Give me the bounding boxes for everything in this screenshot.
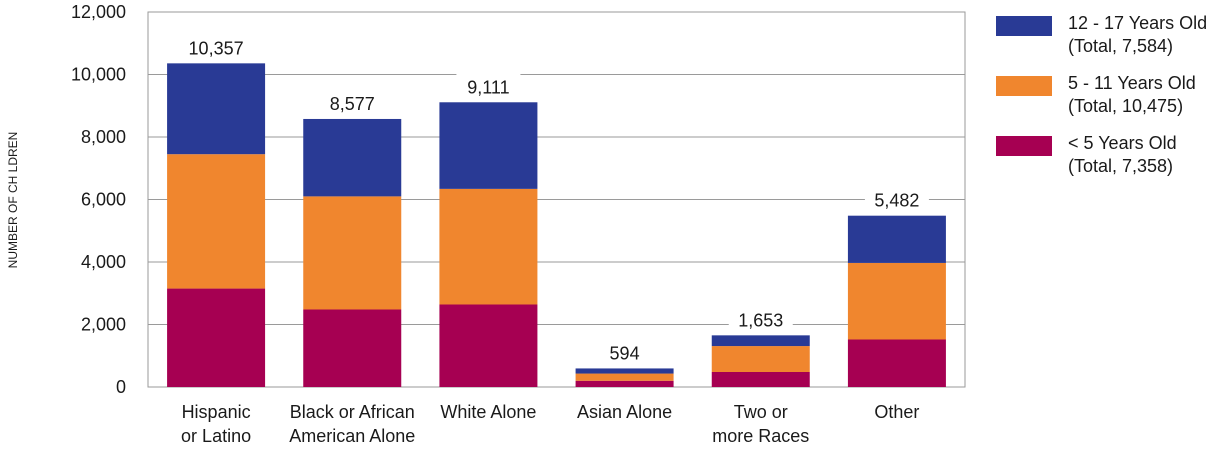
bar-segment xyxy=(575,368,674,374)
total-label: 594 xyxy=(610,343,640,363)
x-category-label: Asian Alone xyxy=(577,402,672,422)
legend-series-total: (Total, 10,475) xyxy=(1068,96,1184,116)
total-label-bg xyxy=(864,185,929,212)
total-label: 1,653 xyxy=(738,310,783,330)
y-axis-label: NUMBER OF CH LDREN xyxy=(6,132,20,269)
bar-segment xyxy=(575,373,674,381)
y-tick-label: 6,000 xyxy=(81,190,126,210)
y-axis-ticks: 0 2,000 4,000 6,000 8,000 10,000 12,000 xyxy=(71,2,126,397)
legend: 12 - 17 Years Old (Total, 7,584) 5 - 11 Ye… xyxy=(996,12,1228,192)
y-tick-label: 0 xyxy=(116,377,126,397)
legend-swatch xyxy=(996,76,1052,96)
legend-series-total: (Total, 7,358) xyxy=(1068,156,1174,176)
legend-label: < 5 Years Old (Total, 7,358) xyxy=(1068,132,1177,178)
total-label-bg xyxy=(728,305,793,332)
bar-segment xyxy=(711,372,810,387)
total-labels: 10,357 8,577 9,111 594 1,653 5,482 xyxy=(179,33,929,365)
x-category-label: White Alone xyxy=(440,402,536,422)
y-tick-label: 12,000 xyxy=(71,2,126,22)
bar-segment xyxy=(711,335,810,347)
y-tick-label: 10,000 xyxy=(71,65,126,85)
legend-series-name: < 5 Years Old xyxy=(1068,133,1177,153)
total-label: 8,577 xyxy=(330,94,375,114)
x-category-label: Hispanic xyxy=(182,402,251,422)
x-category-label: Black or African xyxy=(290,402,415,422)
gridlines xyxy=(148,74,965,325)
legend-swatch xyxy=(996,16,1052,36)
x-category-label: Other xyxy=(874,402,919,422)
bar-segment xyxy=(847,215,946,263)
legend-label: 12 - 17 Years Old (Total, 7,584) xyxy=(1068,12,1207,58)
bar-segment xyxy=(167,288,266,387)
x-category-label: Two or xyxy=(734,402,788,422)
legend-item: 12 - 17 Years Old (Total, 7,584) xyxy=(996,12,1228,72)
total-label-bg xyxy=(456,72,521,99)
bar-segment xyxy=(303,196,402,310)
bar-segment xyxy=(711,346,810,372)
legend-item: 5 - 11 Years Old (Total, 10,475) xyxy=(996,72,1228,132)
bar-segment xyxy=(439,188,538,305)
total-label-bg xyxy=(320,88,385,115)
legend-item: < 5 Years Old (Total, 7,358) xyxy=(996,132,1228,192)
bar-segment xyxy=(303,118,402,197)
y-tick-label: 2,000 xyxy=(81,315,126,335)
y-tick-label: 8,000 xyxy=(81,127,126,147)
legend-swatch xyxy=(996,136,1052,156)
total-label: 9,111 xyxy=(467,77,509,97)
total-label: 5,482 xyxy=(874,191,919,211)
x-category-label: or Latino xyxy=(181,426,251,446)
bar-segment xyxy=(439,102,538,189)
y-tick-label: 4,000 xyxy=(81,252,126,272)
bar-segment xyxy=(847,262,946,340)
legend-label: 5 - 11 Years Old (Total, 10,475) xyxy=(1068,72,1196,118)
bar-segment xyxy=(439,304,538,387)
x-category-label: American Alone xyxy=(289,426,415,446)
total-label-bg xyxy=(179,33,254,60)
bar-segment xyxy=(167,154,266,289)
total-label: 10,357 xyxy=(189,38,244,58)
x-axis-categories: Hispanic or Latino Black or African America… xyxy=(181,402,919,446)
legend-series-name: 5 - 11 Years Old xyxy=(1068,73,1196,93)
bars xyxy=(167,63,946,387)
legend-series-name: 12 - 17 Years Old xyxy=(1068,13,1208,33)
plot-frame xyxy=(147,11,966,388)
total-label-bg xyxy=(602,338,647,365)
bar-segment xyxy=(847,339,946,387)
legend-series-total: (Total, 7,584) xyxy=(1068,36,1174,56)
bar-segment xyxy=(575,380,674,387)
bar-segment xyxy=(167,63,266,155)
bar-segment xyxy=(303,309,402,387)
x-category-label: more Races xyxy=(712,426,809,446)
